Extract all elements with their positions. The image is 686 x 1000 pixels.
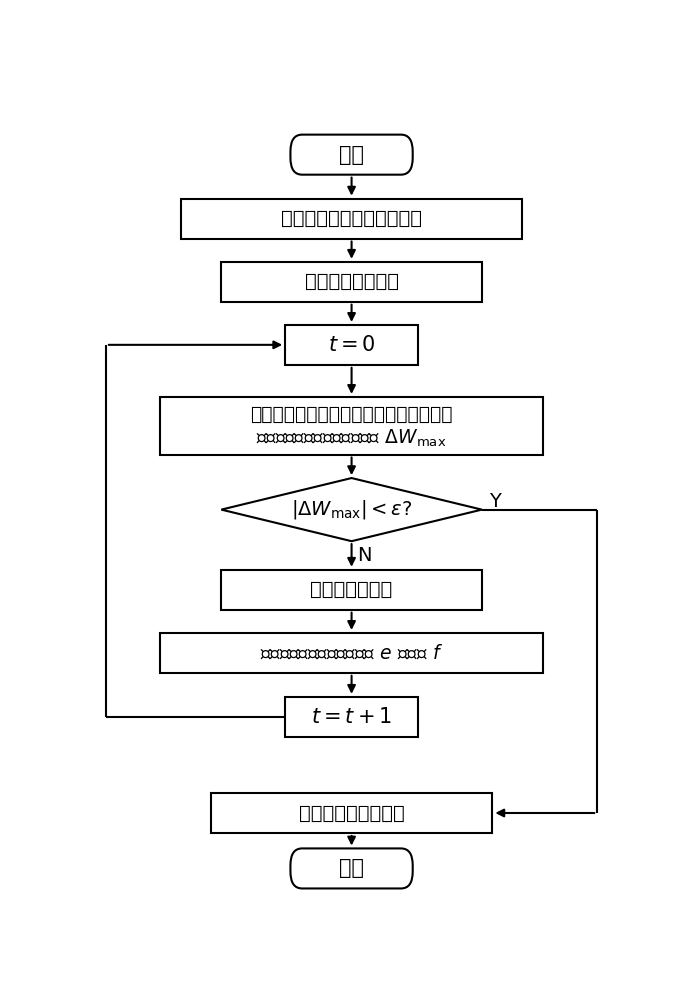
FancyBboxPatch shape: [211, 793, 493, 833]
FancyBboxPatch shape: [290, 135, 413, 175]
FancyBboxPatch shape: [160, 633, 543, 673]
Text: $t=t+1$: $t=t+1$: [311, 707, 392, 727]
FancyBboxPatch shape: [222, 262, 482, 302]
Text: 节点及支路数据输出: 节点及支路数据输出: [298, 804, 405, 822]
FancyBboxPatch shape: [285, 325, 418, 365]
Polygon shape: [222, 478, 482, 541]
Text: 解修正方程及修正电压实部 $e$ 和虚部 $f$: 解修正方程及修正电压实部 $e$ 和虚部 $f$: [260, 643, 443, 662]
FancyBboxPatch shape: [290, 848, 413, 888]
Text: 不平衡量，并求最大不平衡量 $\Delta W_{\mathrm{max}}$: 不平衡量，并求最大不平衡量 $\Delta W_{\mathrm{max}}$: [257, 427, 447, 449]
Text: 开始: 开始: [339, 145, 364, 165]
FancyBboxPatch shape: [285, 697, 418, 737]
Text: 原始数据输入和电压初始化: 原始数据输入和电压初始化: [281, 209, 422, 228]
FancyBboxPatch shape: [181, 199, 521, 239]
FancyBboxPatch shape: [222, 570, 482, 610]
Text: 形成节点导纳矩阵: 形成节点导纳矩阵: [305, 272, 399, 291]
FancyBboxPatch shape: [160, 397, 543, 455]
Text: $t=0$: $t=0$: [328, 335, 375, 355]
Text: 形成雅可比矩阵: 形成雅可比矩阵: [311, 580, 392, 599]
Text: $|\Delta W_{\mathrm{max}}|{<}\varepsilon?$: $|\Delta W_{\mathrm{max}}|{<}\varepsilon…: [291, 498, 412, 521]
Text: Y: Y: [489, 492, 501, 511]
Text: 计算节点功率及节点功率不平衡量和电压: 计算节点功率及节点功率不平衡量和电压: [250, 405, 453, 424]
Text: 结束: 结束: [339, 858, 364, 878]
Text: N: N: [357, 546, 372, 565]
